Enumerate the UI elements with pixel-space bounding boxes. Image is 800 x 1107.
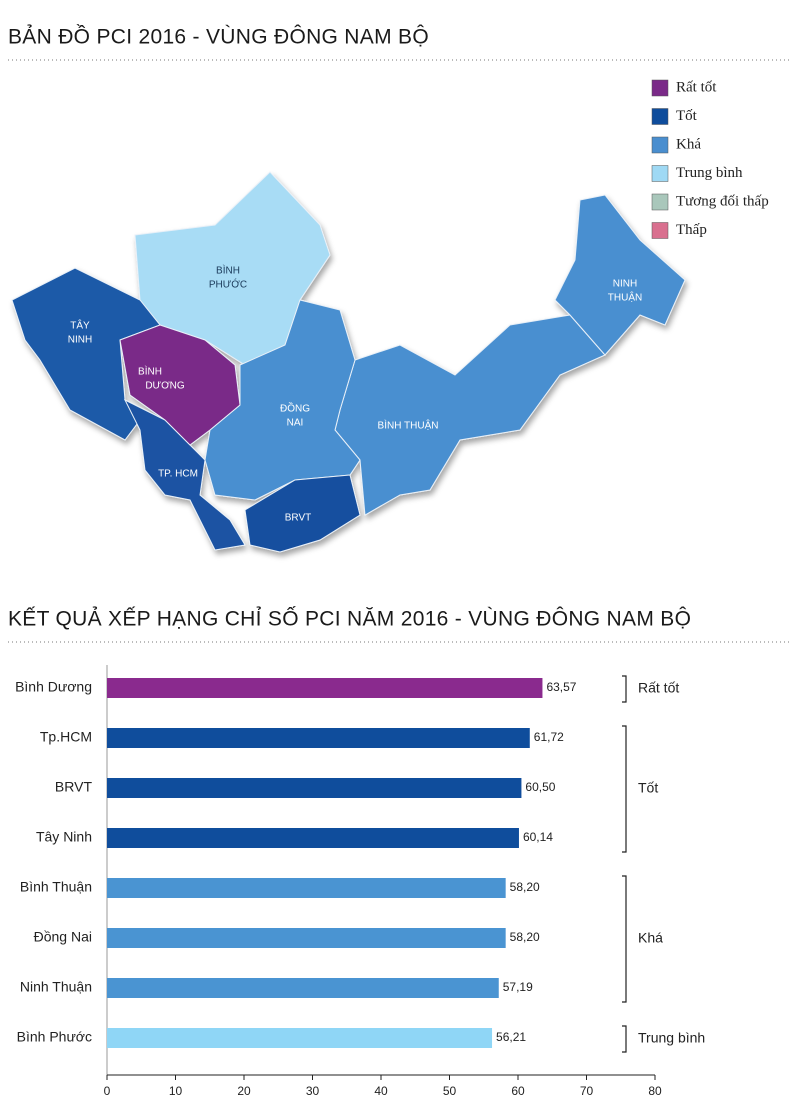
rating-bracket xyxy=(622,725,627,853)
legend-label: Rất tốt xyxy=(676,79,717,95)
region-ninh-thuan xyxy=(554,194,686,356)
value-label: 58,20 xyxy=(510,880,540,894)
x-tick-label: 40 xyxy=(374,1084,388,1098)
category-label: Bình Dương xyxy=(15,679,92,695)
region-label: BÌNH xyxy=(216,264,240,277)
value-label: 57,19 xyxy=(503,980,533,994)
x-tick-label: 60 xyxy=(511,1084,525,1098)
map-title: BẢN ĐỒ PCI 2016 - VÙNG ĐÔNG NAM BỘ xyxy=(8,25,429,49)
x-tick-label: 70 xyxy=(580,1084,594,1098)
legend-swatch xyxy=(651,79,669,97)
region-label: PHƯỚC xyxy=(209,278,247,291)
legend-swatch xyxy=(651,136,669,154)
bar xyxy=(107,678,543,698)
region-labels: TÂY NINH BÌNH PHƯỚC BÌNH DƯƠNG ĐỒNG NAI … xyxy=(68,264,642,524)
value-label: 56,21 xyxy=(496,1030,526,1044)
region-binh-thuan xyxy=(334,314,606,516)
category-label: Ninh Thuận xyxy=(20,979,92,995)
x-tick-label: 10 xyxy=(169,1084,183,1098)
map xyxy=(11,171,686,553)
region-binh-duong xyxy=(119,324,241,446)
region-dong-nai xyxy=(204,299,361,501)
region-label: DƯƠNG xyxy=(145,381,185,392)
legend-swatch xyxy=(651,222,669,239)
legend-swatch xyxy=(651,165,669,182)
region-label: TÂY xyxy=(70,319,90,332)
rating-label: Trung bình xyxy=(638,1030,705,1046)
rating-bracket xyxy=(622,675,627,703)
legend-label: Tốt xyxy=(676,108,698,124)
region-label: BÌNH THUẬN xyxy=(378,419,439,432)
region-label: NINH xyxy=(613,279,637,290)
bar xyxy=(107,978,499,998)
rating-bracket xyxy=(622,875,627,1003)
legend-label: Thấp xyxy=(676,222,707,238)
rating-label: Tốt xyxy=(638,780,658,796)
x-tick-label: 20 xyxy=(237,1084,251,1098)
category-label: BRVT xyxy=(55,779,93,795)
region-brvt xyxy=(244,474,361,553)
region-label: TP. HCM xyxy=(158,469,198,480)
region-label: NAI xyxy=(287,418,304,429)
category-label: Bình Thuận xyxy=(20,879,92,895)
category-label: Tp.HCM xyxy=(40,729,92,745)
region-label: ĐỒNG xyxy=(280,402,310,415)
legend: Rất tốt Tốt Khá Trung bình Tương đối thấp Thấ… xyxy=(651,79,769,239)
rating-label: Rất tốt xyxy=(638,680,679,696)
region-label: BÌNH xyxy=(138,365,162,378)
legend-label: Khá xyxy=(676,136,701,152)
rating-label: Khá xyxy=(638,930,663,946)
legend-label: Tương đối thấp xyxy=(676,193,769,209)
legend-swatch xyxy=(651,193,669,211)
category-label: Bình Phước xyxy=(17,1029,92,1045)
rating-bracket xyxy=(622,1025,627,1053)
bar xyxy=(107,1028,493,1048)
x-tick-label: 80 xyxy=(648,1084,662,1098)
x-tick-label: 50 xyxy=(443,1084,457,1098)
bar xyxy=(107,828,519,848)
value-label: 60,50 xyxy=(525,780,555,794)
category-label: Đồng Nai xyxy=(34,929,92,945)
value-label: 60,14 xyxy=(523,830,553,844)
bar xyxy=(107,728,530,748)
chart-title: KẾT QUẢ XẾP HẠNG CHỈ SỐ PCI NĂM 2016 - V… xyxy=(8,607,691,631)
value-label: 61,72 xyxy=(534,730,564,744)
region-label: THUẬN xyxy=(608,291,642,304)
value-label: 58,20 xyxy=(510,930,540,944)
x-tick-label: 0 xyxy=(104,1084,111,1098)
legend-label: Trung bình xyxy=(676,165,743,181)
bar xyxy=(107,878,506,898)
region-label: NINH xyxy=(68,335,92,346)
bar xyxy=(107,778,522,798)
chart: 0 10 20 30 40 50 60 70 80 Bình Dương 63,57 Tp.HCM 61… xyxy=(15,665,705,1098)
category-label: Tây Ninh xyxy=(36,829,92,845)
value-label: 63,57 xyxy=(546,680,576,694)
x-tick-label: 30 xyxy=(306,1084,320,1098)
bar xyxy=(107,928,506,948)
region-label: BRVT xyxy=(285,513,312,524)
legend-swatch xyxy=(651,108,669,125)
